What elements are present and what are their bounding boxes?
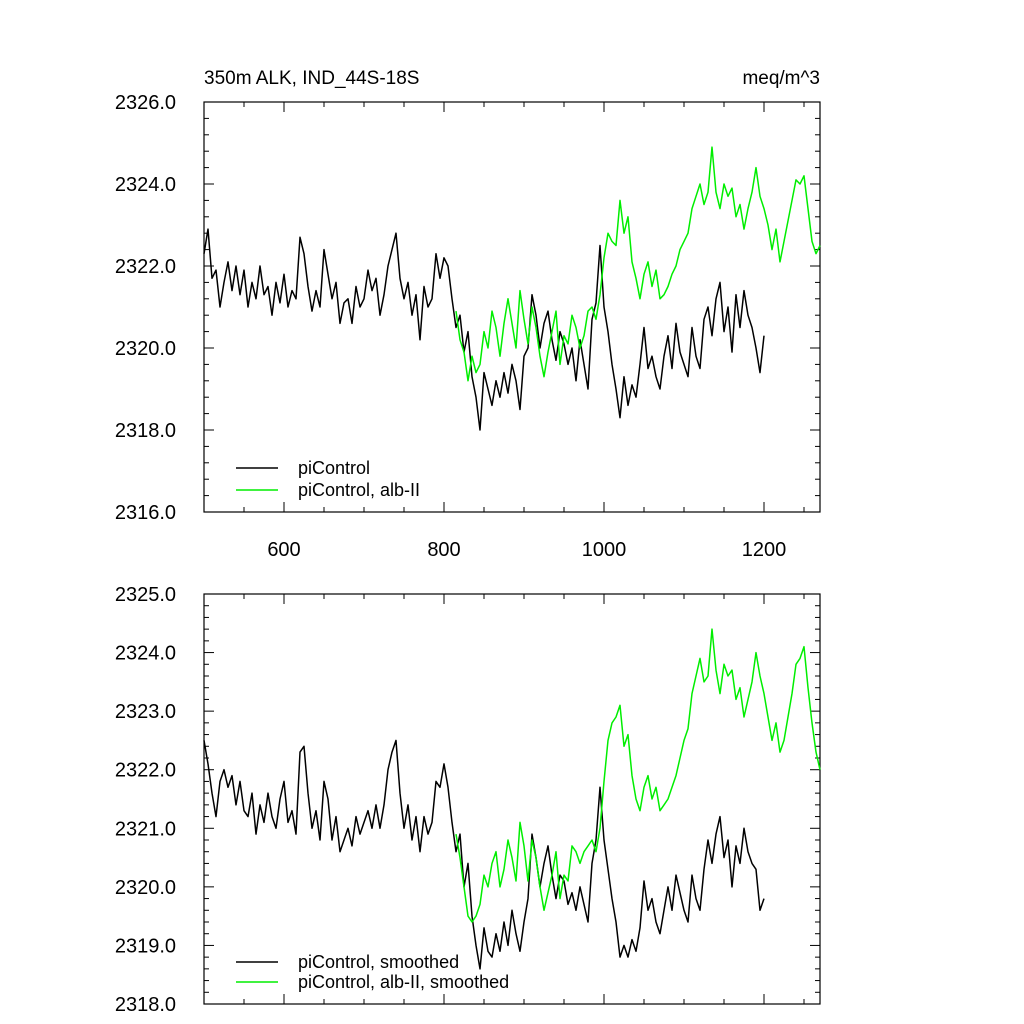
legend-label-alb: piControl, alb-II — [298, 480, 420, 500]
series-line-picontrol — [203, 228, 765, 431]
x-tick-label: 600 — [267, 539, 300, 561]
y-tick-label: 2316.0 — [115, 502, 176, 524]
series-line-alb-ii — [455, 628, 821, 923]
y-tick-label: 2324.0 — [115, 643, 176, 665]
bottom-ticks: 2318.0 2319.0 2320.0 2321.0 2322.0 2323.0 2324… — [115, 584, 820, 1016]
y-tick-label: 2320.0 — [115, 877, 176, 899]
top-ticks: 2316.0 2318.0 2320.0 2322.0 2324.0 2326.0 600 8… — [115, 92, 820, 561]
units-label: meq/m^3 — [742, 68, 820, 89]
y-tick-label: 2322.0 — [115, 256, 176, 278]
y-tick-label: 2322.0 — [115, 760, 176, 782]
y-tick-label: 2318.0 — [115, 994, 176, 1016]
y-tick-label: 2320.0 — [115, 338, 176, 360]
y-tick-label: 2321.0 — [115, 818, 176, 840]
series-line-picontrol — [203, 739, 765, 970]
x-tick-label: 800 — [427, 539, 460, 561]
bottom-panel: 2318.0 2319.0 2320.0 2321.0 2322.0 2323.0 2324… — [115, 584, 821, 1016]
y-tick-label: 2326.0 — [115, 92, 176, 114]
legend-label-picontrol: piControl — [298, 458, 370, 478]
legend-label-picontrol-smoothed: piControl, smoothed — [298, 952, 459, 972]
legend-label-alb-smoothed: piControl, alb-II, smoothed — [298, 972, 509, 992]
y-tick-label: 2324.0 — [115, 174, 176, 196]
bottom-legend: piControl, smoothed piControl, alb-II, s… — [236, 952, 509, 992]
y-tick-label: 2318.0 — [115, 420, 176, 442]
x-tick-label: 1200 — [742, 539, 787, 561]
y-tick-label: 2325.0 — [115, 584, 176, 606]
x-tick-label: 1000 — [582, 539, 627, 561]
bottom-series — [203, 628, 821, 970]
y-tick-label: 2323.0 — [115, 701, 176, 723]
top-plot-frame — [203, 101, 821, 513]
top-legend: piControl piControl, alb-II — [236, 458, 420, 500]
series-line-alb-ii — [455, 146, 821, 382]
y-tick-label: 2319.0 — [115, 935, 176, 957]
top-panel: 2316.0 2318.0 2320.0 2322.0 2324.0 2326.0 600 8… — [115, 92, 821, 561]
bottom-plot-frame — [203, 593, 821, 1005]
chart-title: 350m ALK, IND_44S-18S — [204, 68, 419, 89]
top-series — [203, 146, 821, 431]
